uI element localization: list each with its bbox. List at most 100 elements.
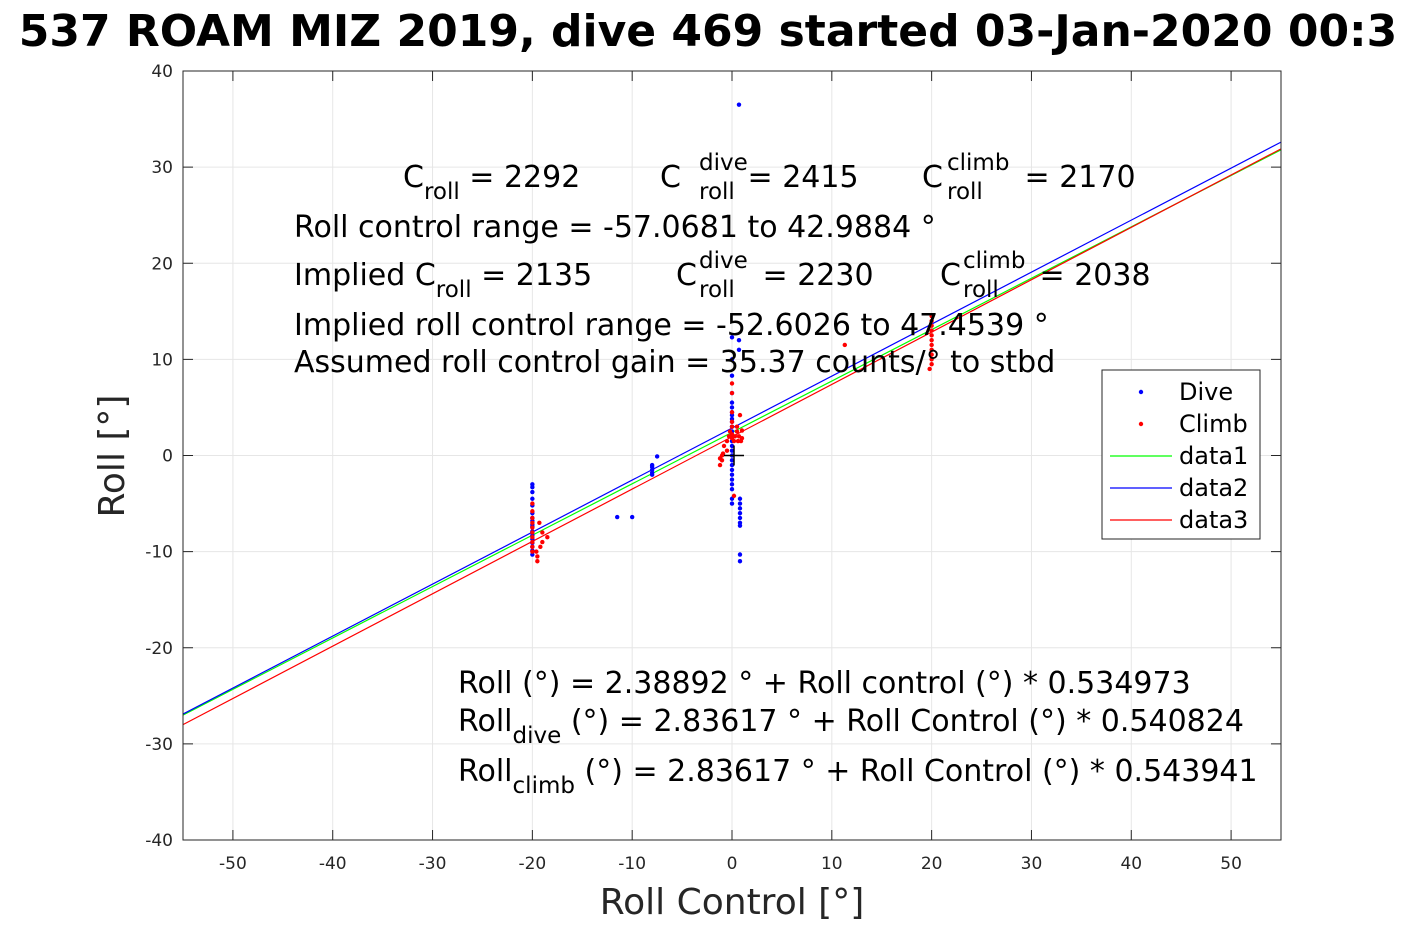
legend-label: data3: [1179, 506, 1248, 534]
x-tick-label: -50: [219, 854, 247, 874]
point-dive: [729, 335, 735, 340]
point-climb: [720, 451, 726, 456]
y-tick-label: -30: [145, 735, 173, 755]
ticks: [183, 70, 1281, 841]
point-dive: [615, 514, 620, 520]
point-dive: [737, 510, 743, 516]
x-tick-label: 10: [821, 854, 843, 874]
point-climb: [530, 515, 535, 521]
legend-box: [1101, 369, 1261, 540]
legend-item-data1: data1: [1110, 442, 1248, 470]
x-tick-label: 0: [727, 854, 738, 874]
point-climb: [530, 535, 535, 540]
point-climb: [530, 509, 535, 514]
x-axis-label: Roll Control [°]: [600, 882, 865, 923]
point-climb: [731, 493, 737, 499]
point-climb: [530, 549, 535, 554]
annotation-fit-dive: Rolldive (°) = 2.83617 ° + Roll Control …: [458, 704, 1244, 749]
point-climb: [929, 333, 934, 338]
point-dive: [649, 470, 655, 476]
point-dive: [736, 102, 742, 107]
point-climb: [929, 361, 934, 367]
legend-label: Climb: [1179, 410, 1248, 438]
legend-item-data3: data3: [1110, 506, 1248, 534]
x-tick-label: 50: [1220, 854, 1242, 874]
y-tick-label: 30: [151, 158, 173, 178]
y-tick-label: -10: [145, 543, 173, 563]
x-tick-label: -20: [518, 854, 546, 874]
point-climb: [739, 428, 745, 433]
legend-label: data1: [1179, 442, 1248, 470]
point-climb: [929, 357, 934, 362]
point-climb: [530, 530, 535, 535]
point-climb: [721, 443, 727, 449]
point-climb: [530, 544, 535, 550]
point-climb: [734, 429, 740, 434]
annotation-implied-c-roll: Implied Croll = 2135: [294, 258, 592, 303]
x-tick-label: 30: [1021, 854, 1043, 874]
y-tick-label: 0: [162, 447, 173, 467]
point-climb: [724, 438, 730, 444]
point-climb: [734, 424, 740, 429]
legend-item-data2: data2: [1110, 474, 1248, 502]
point-climb: [535, 559, 540, 564]
point-climb: [717, 462, 723, 468]
point-climb: [530, 525, 535, 530]
x-tick-label: 40: [1120, 854, 1142, 874]
point-dive: [649, 464, 655, 470]
point-dive: [530, 496, 535, 501]
point-climb: [842, 342, 847, 348]
x-tick-label: 20: [921, 854, 943, 874]
point-dive: [729, 443, 735, 449]
point-dive: [654, 454, 660, 459]
point-dive: [729, 501, 735, 506]
point-climb: [724, 448, 730, 453]
annotation-fit: Roll (°) = 2.38892 ° + Roll control (°) …: [458, 666, 1191, 701]
point-dive: [729, 357, 735, 362]
legend-label: Dive: [1179, 378, 1233, 406]
point-dive: [530, 489, 535, 495]
x-tick-label: -10: [618, 854, 646, 874]
y-tick-label: 20: [151, 254, 173, 274]
chart-title: 537 ROAM MIZ 2019, dive 469 started 03-J…: [19, 6, 1398, 57]
point-climb: [731, 438, 737, 444]
point-climb: [929, 328, 934, 333]
point-climb: [732, 434, 738, 439]
point-climb: [729, 410, 735, 415]
data-points: [530, 102, 934, 564]
point-dive: [629, 514, 635, 520]
point-dive: [737, 559, 743, 564]
point-dive: [737, 496, 743, 501]
point-climb: [739, 435, 745, 441]
point-dive: [729, 477, 735, 482]
point-dive: [736, 347, 742, 352]
point-climb: [530, 539, 535, 545]
point-climb: [540, 530, 545, 535]
point-climb: [927, 366, 932, 372]
legend-item-climb: Climb: [1138, 410, 1248, 438]
legend-label: data2: [1179, 474, 1248, 502]
point-climb: [729, 390, 735, 396]
legend-swatch-point: [1138, 421, 1144, 427]
point-climb: [929, 352, 934, 357]
point-climb: [530, 501, 535, 506]
annotation-gain: Assumed roll control gain = 35.37 counts…: [294, 345, 1055, 380]
point-climb: [535, 554, 540, 559]
legend-item-dive: Dive: [1138, 378, 1233, 406]
point-climb: [719, 458, 725, 463]
y-tick-label: 40: [151, 62, 173, 82]
point-climb: [929, 337, 934, 343]
point-dive: [737, 523, 743, 528]
point-climb: [545, 535, 550, 540]
point-dive: [729, 462, 735, 468]
origin-marker: [723, 445, 744, 466]
point-climb: [729, 424, 735, 429]
point-dive: [729, 482, 735, 487]
annotation-implied-c-roll-climb: Crollclimb = 2038: [940, 248, 1151, 303]
point-dive: [729, 373, 735, 378]
point-dive: [737, 506, 743, 511]
point-climb: [929, 318, 934, 324]
annotation-roll-control-range: Roll control range = -57.0681 to 42.9884…: [294, 210, 936, 245]
